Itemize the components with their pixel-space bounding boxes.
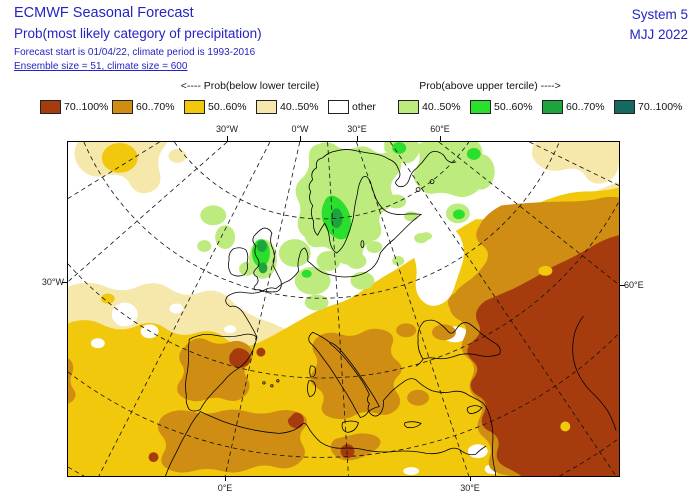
legend-label: 50..60% [208,101,247,113]
legend-item: 40..50% [256,100,328,114]
tick-mark [227,136,228,141]
legend-item: 70..100% [40,100,112,114]
prob-texture-spots [538,265,571,432]
tick-mark [620,285,625,286]
axis-label-left-30w: 30°W [41,277,64,287]
legend-swatch [614,100,635,114]
legend-item: 60..70% [542,100,614,114]
legend-header-above-tercile: Prob(above upper tercile) ----> [419,80,561,92]
legend-group-above: 40..50% 50..60% 60..70% 70..100% [398,100,686,114]
legend-swatch [40,100,61,114]
system-season-block: System 5 MJJ 2022 [629,5,688,45]
coastline [165,149,617,476]
tick-mark [300,136,301,141]
legend-label: 70..100% [64,101,109,113]
axis-label-top-30e: 30°E [347,124,367,134]
legend-label: 70..100% [638,101,683,113]
axis-label-top-0w: 0°W [291,124,309,134]
legend-label: other [352,101,376,113]
tick-mark [62,282,67,283]
legend-swatch [184,100,205,114]
axis-label-top-60e: 60°E [430,124,450,134]
legend-item: 70..100% [614,100,686,114]
legend-swatch [328,100,349,114]
axis-label-top-30w: 30°W [215,124,239,134]
graticule-lines [68,142,619,476]
legend-label: 60..70% [566,101,605,113]
legend-label: 40..50% [422,101,461,113]
map-canvas [67,141,620,477]
legend-group-below: 70..100% 60..70% 50..60% 40..50% other [40,100,400,114]
legend-header-below-tercile: <---- Prob(below lower tercile) [180,80,320,92]
forecast-map [68,142,619,476]
prob-region-dark-green [256,208,343,274]
legend-swatch [398,100,419,114]
legend-swatch [256,100,277,114]
legend-label: 60..70% [136,101,175,113]
legend-swatch [542,100,563,114]
legend-item: other [328,100,400,114]
legend-item: 40..50% [398,100,470,114]
legend-swatch [112,100,133,114]
tick-mark [225,476,226,481]
legend-label: 50..60% [494,101,533,113]
page-title: ECMWF Seasonal Forecast [14,5,194,21]
tick-mark [440,136,441,141]
axis-label-bottom-0e: 0°E [217,483,233,493]
legend-item: 50..60% [470,100,542,114]
axis-label-right-60e: 60°E [624,280,644,290]
legend-label: 40..50% [280,101,319,113]
system-label: System 5 [631,7,688,22]
ensemble-size-line: Ensemble size = 51, climate size = 600 [14,61,188,72]
season-label: MJJ 2022 [629,27,688,42]
page-subtitle: Prob(most likely category of precipitati… [14,26,262,41]
tick-mark [357,136,358,141]
legend-item: 60..70% [112,100,184,114]
tick-mark [470,476,471,481]
legend-item: 50..60% [184,100,256,114]
axis-label-bottom-30e: 30°E [460,483,480,493]
forecast-start-line: Forecast start is 01/04/22, climate peri… [14,47,256,58]
legend-swatch [470,100,491,114]
